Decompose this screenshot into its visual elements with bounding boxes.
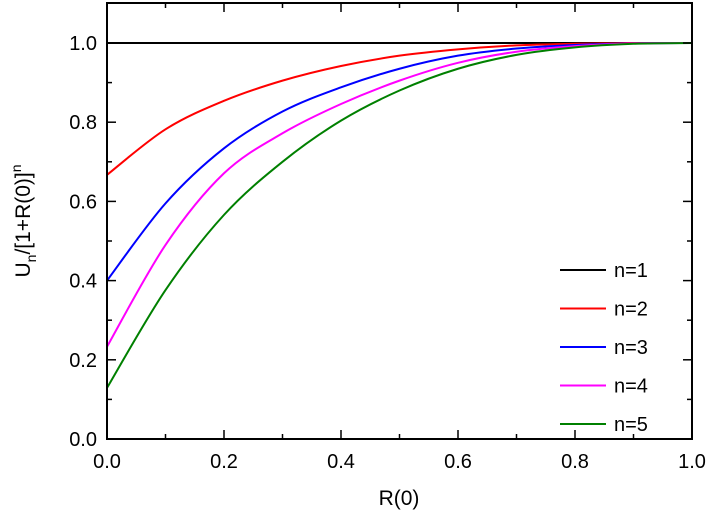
series-line-n3 — [106, 42, 693, 282]
x-tick-label: 1.0 — [678, 451, 706, 473]
series-line-n5 — [106, 42, 693, 389]
legend-label: n=3 — [614, 337, 648, 359]
x-tick-label: 0.4 — [327, 451, 355, 473]
x-tick-label: 0.2 — [210, 451, 238, 473]
x-tick-label: 0.8 — [561, 451, 589, 473]
legend-label: n=5 — [614, 414, 648, 436]
y-tick-label: 0.2 — [69, 350, 97, 372]
series-lines — [106, 41, 693, 389]
y-tick-label: 1.0 — [69, 33, 97, 55]
x-axis-title: R(0) — [379, 487, 420, 510]
legend-label: n=1 — [614, 260, 648, 282]
legend: n=1 n=2 n=3 n=4 n=5 — [560, 260, 648, 436]
series-line-n2 — [106, 41, 693, 176]
y-tick-label: 0.8 — [69, 112, 97, 134]
x-tick-label: 0.6 — [444, 451, 472, 473]
axis-ticks: 0.0 0.2 0.4 0.6 0.8 1.0 0.0 0.2 0.4 0.6 0.8 1.0 — [69, 3, 706, 473]
x-tick-label: 0.0 — [93, 451, 121, 473]
y-tick-label: 0.6 — [69, 191, 97, 213]
y-tick-label: 0.0 — [69, 429, 97, 451]
series-line-n4 — [106, 42, 693, 348]
y-axis-title: Un/[1+R(0)]n — [8, 164, 39, 277]
legend-label: n=2 — [614, 299, 648, 321]
y-tick-label: 0.4 — [69, 271, 97, 293]
legend-label: n=4 — [614, 376, 648, 398]
